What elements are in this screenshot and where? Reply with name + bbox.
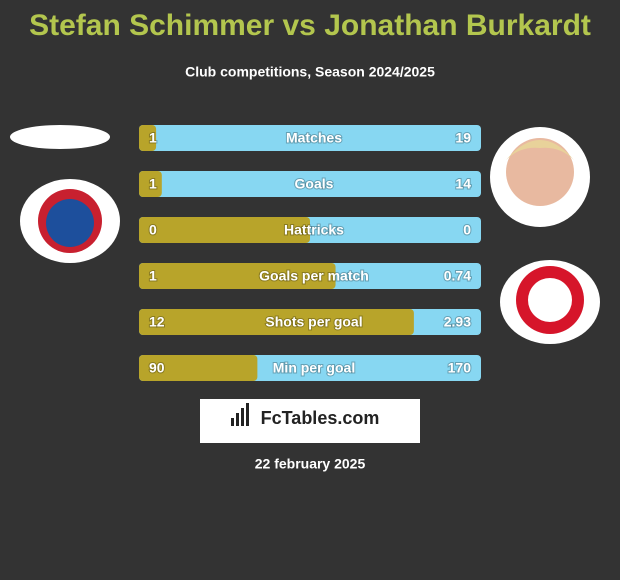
left-value: 1 (149, 268, 157, 284)
bar-left (139, 125, 157, 151)
brand: FcTables.com (261, 408, 380, 428)
left-value: 1 (149, 130, 157, 146)
right-value: 14 (455, 176, 471, 192)
left-placeholder (10, 125, 110, 149)
right-value: 0.74 (444, 268, 471, 284)
right-value: 0 (463, 222, 471, 238)
row-label: Shots per goal (265, 314, 362, 330)
subtitle: Club competitions, Season 2024/2025 (185, 64, 435, 80)
right-value: 170 (448, 360, 472, 376)
rows: 1 19 Matches 1 14 Goals 0 0 Hattricks 1 0.74 Goals … (139, 125, 481, 381)
logo-core (528, 278, 572, 322)
row-label: Matches (286, 130, 342, 146)
left-value: 12 (149, 314, 165, 330)
row-label: Min per goal (273, 360, 355, 376)
date: 22 february 2025 (255, 456, 366, 472)
icon-bar (236, 413, 239, 426)
hair (506, 140, 574, 160)
row-label: Goals per match (259, 268, 369, 284)
face (506, 138, 574, 206)
bar-track (139, 125, 481, 151)
title: Stefan Schimmer vs Jonathan Burkardt (29, 9, 591, 42)
bar-left (139, 263, 336, 289)
bar-track (139, 171, 481, 197)
icon-bar (231, 418, 234, 426)
bar-left (139, 171, 162, 197)
bar-left (139, 217, 310, 243)
icon-bar (246, 403, 249, 426)
bar-left (139, 355, 258, 381)
left-value: 1 (149, 176, 157, 192)
bar-left (139, 309, 414, 335)
icon-bar (241, 408, 244, 426)
brand-icon (231, 403, 249, 426)
logo-core (46, 199, 94, 247)
left-value: 0 (149, 222, 157, 238)
row-label: Hattricks (284, 222, 344, 238)
right-value: 2.93 (444, 314, 471, 330)
left-value: 90 (149, 360, 165, 376)
row-label: Goals (295, 176, 334, 192)
right-value: 19 (455, 130, 471, 146)
